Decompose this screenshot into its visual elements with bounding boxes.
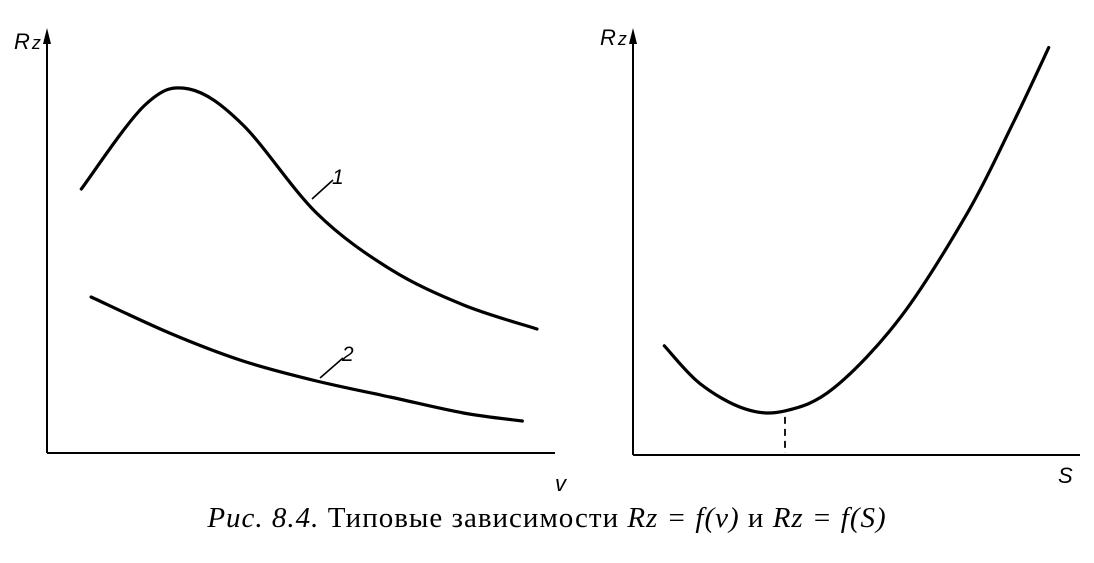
left-y-axis-arrow: [43, 28, 51, 44]
left-series-1-leader: [311, 179, 334, 200]
right-y-axis-arrow: [629, 28, 637, 44]
left-series-2-leader: [319, 357, 344, 379]
figure-caption: Рис. 8.4. Типовые зависимости Rz = f(v) …: [0, 502, 1094, 535]
caption-formula-1: Rz = f(v): [627, 502, 740, 534]
left-series-1-label: 1: [332, 166, 344, 189]
caption-text: Типовые зависимости: [319, 502, 628, 534]
right-x-axis-label: S: [1058, 463, 1073, 488]
right-series-line: [662, 46, 1051, 415]
caption-conjunction: и: [739, 502, 773, 534]
left-series-2-label: 2: [341, 343, 354, 366]
caption-prefix: Рис. 8.4.: [207, 502, 320, 534]
left-series-1-line: [79, 86, 539, 331]
left-series-2-line: [89, 295, 524, 423]
left-x-axis-label: v: [555, 471, 568, 496]
caption-formula-2: Rz = f(S): [772, 502, 887, 534]
